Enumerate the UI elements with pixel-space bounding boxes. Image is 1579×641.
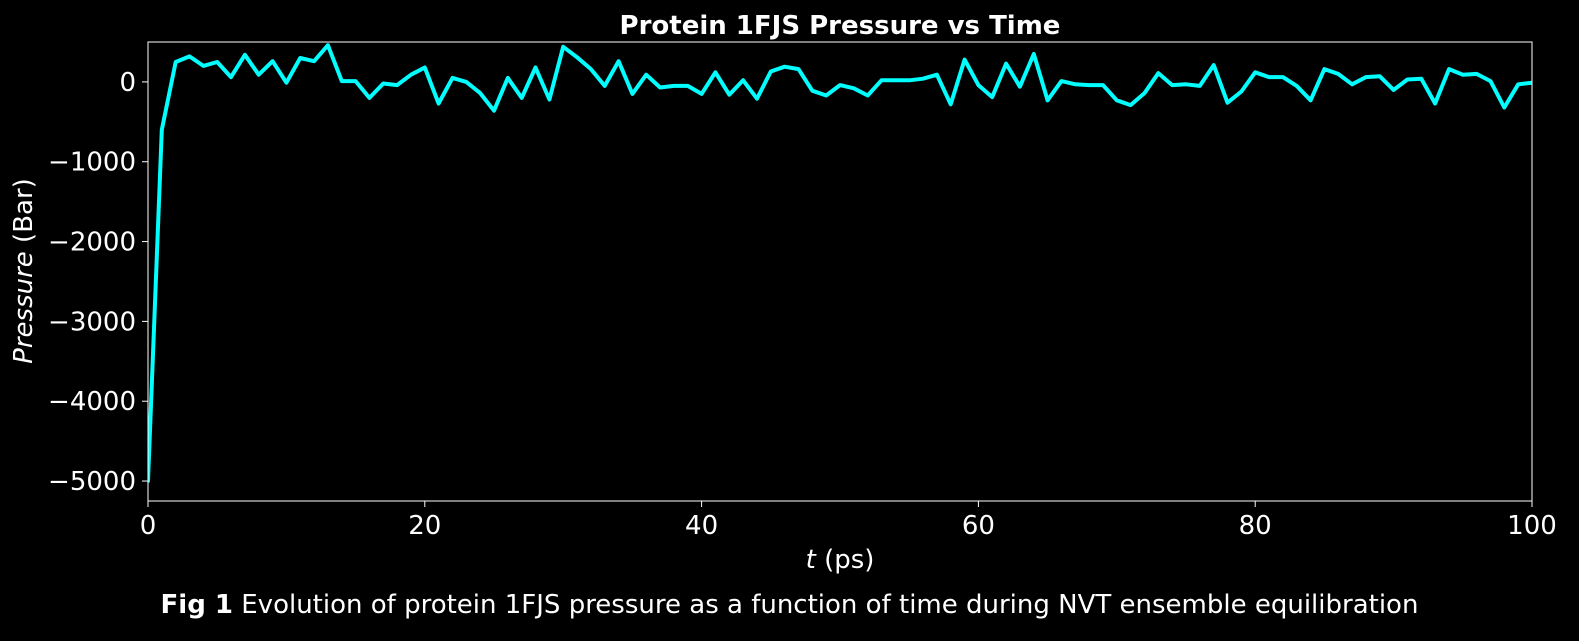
plot-frame: [147, 41, 1533, 502]
y-axis-label-var: Pressure: [9, 251, 39, 364]
y-axis: 0 −1000 −2000 −3000 −4000 −5000: [48, 68, 148, 497]
x-tick-label: 100: [1507, 511, 1557, 541]
x-tick-label: 40: [685, 511, 718, 541]
x-tick-label: 0: [140, 511, 157, 541]
series-line-0: [148, 43, 1532, 483]
x-tick-label: 60: [962, 511, 995, 541]
y-tick-label: −1000: [48, 148, 136, 178]
pressure-chart: Protein 1FJS Pressure vs Time 0 20 40 60 80 1…: [9, 11, 1557, 575]
y-axis-label: Pressure (Bar): [9, 178, 39, 364]
plot-area: [147, 41, 1533, 502]
caption-text: Evolution of protein 1FJS pressure as a …: [241, 590, 1419, 620]
figure-caption: Fig 1 Evolution of protein 1FJS pressure…: [0, 590, 1579, 620]
x-axis-label: t (ps): [806, 545, 875, 575]
x-axis-label-unit: (ps): [824, 545, 874, 575]
caption-label: Fig 1: [160, 590, 233, 620]
x-axis: 0 20 40 60 80 100: [140, 501, 1557, 541]
y-tick-label: −3000: [48, 307, 136, 337]
y-tick-label: −5000: [48, 467, 136, 497]
x-tick-label: 80: [1239, 511, 1272, 541]
x-axis-label-var: t: [806, 545, 817, 575]
x-tick-label: 20: [408, 511, 441, 541]
y-tick-label: 0: [119, 68, 136, 98]
y-axis-label-unit: (Bar): [9, 178, 39, 243]
y-tick-label: −4000: [48, 387, 136, 417]
y-tick-label: −2000: [48, 228, 136, 258]
chart-title: Protein 1FJS Pressure vs Time: [620, 11, 1061, 41]
